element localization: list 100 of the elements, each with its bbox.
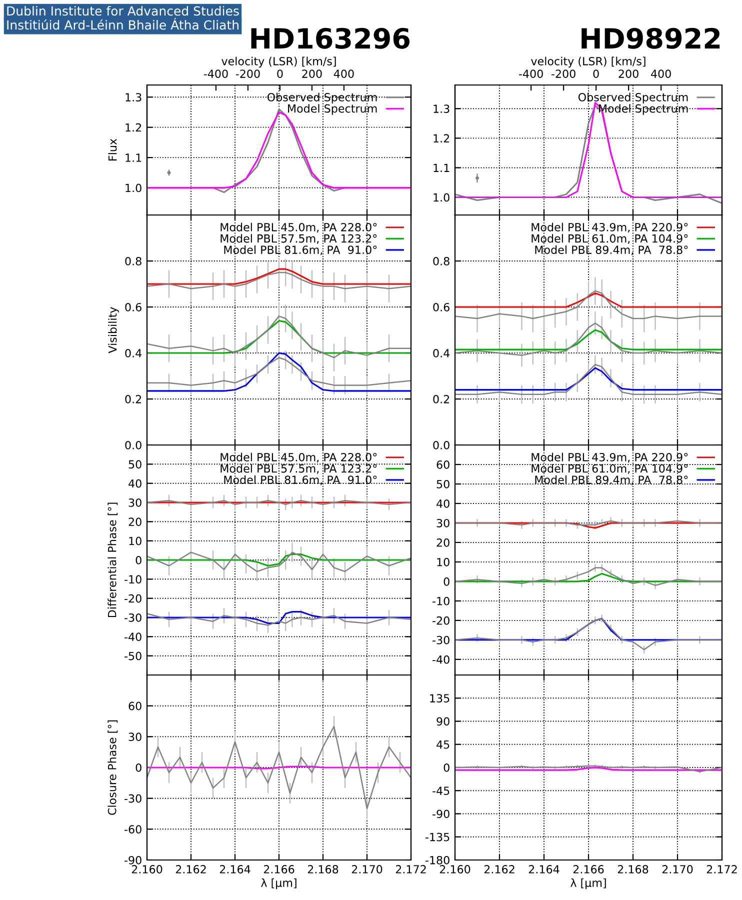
y-tick-label: 20 [128,518,142,526]
x-tick-label: 2.166 [573,865,604,874]
y-tick-label: 50 [128,460,142,469]
y-tick-label: 1.1 [434,164,450,172]
legend-label: Model PBL 43.9m, PA 220.9° [532,222,688,233]
y-tick-label: 50 [436,480,450,488]
x2-axis-title: velocity (LSR) [km/s] [222,56,336,68]
y-tick-label: 1.2 [126,123,142,132]
legend-label: Model PBL 57.5m, PA 123.2° [220,234,377,244]
legend-label: Model PBL 61.0m, PA 104.9° [532,464,688,474]
text: Dublin Institute for Advanced Studies [7,6,239,16]
x2-axis-title: velocity (LSR) [km/s] [531,56,646,68]
x-tick-label: 2.162 [176,865,206,874]
y-axis-title: Differential Phase [°] [108,502,118,618]
y-tick-label: 1.0 [126,184,142,192]
x2-tick-label: 200 [302,70,322,78]
legend-label: Model PBL 89.4m, PA 78.8° [535,475,688,486]
y-tick-label: 90 [436,717,450,726]
y-tick-label: -50 [124,652,142,660]
y-tick-label: -90 [432,810,450,818]
x2-tick-label: -200 [236,70,260,78]
y-axis-title: Flux [108,138,117,160]
y-tick-label: 0.4 [125,348,142,358]
x-tick-label: 2.172 [706,865,737,874]
y-tick-label: 10 [129,536,142,546]
x-axis-title: λ [µm] [570,878,606,890]
y-axis-title: Closure Phase [°] [108,720,118,815]
x2-tick-label: 400 [334,70,354,78]
x-tick-label: 2.162 [484,865,514,874]
legend-label: Observed Spectrum [267,92,377,104]
legend-label: Model PBL 81.6m, PA 91.0° [224,475,377,486]
y-tick-label: 0.4 [433,348,450,358]
x-tick-label: 2.168 [308,865,338,874]
y-tick-label: 1.2 [434,134,450,142]
y-tick-label: -135 [425,832,450,842]
legend-label: Model Spectrum [288,104,377,115]
y-tick-label: 40 [436,499,450,508]
y-tick-label: 0.8 [125,256,142,266]
legend-label: Model PBL 43.9m, PA 220.9° [532,452,688,463]
y-tick-label: 135 [430,694,450,703]
y-tick-label: -40 [432,655,450,664]
y-tick-label: 30 [436,518,450,528]
y-tick-label: 10 [437,558,450,566]
x2-tick-label: 0 [277,70,283,78]
y-tick-label: 60 [128,702,142,710]
y-tick-label: 0.0 [125,440,142,450]
legend-label: Model PBL 45.0m, PA 228.0° [220,452,377,463]
y-tick-label: 0.8 [433,256,450,266]
legend-label: Model PBL 57.5m, PA 123.2° [220,464,377,474]
y-tick-label: 1.0 [434,193,450,202]
legend-label: Model PBL 61.0m, PA 104.9° [532,234,688,244]
y-tick-label: 30 [128,732,142,742]
y-tick-label: 0.6 [125,302,142,312]
y-tick-label: 0 [444,763,450,772]
legend-label: Model PBL 45.0m, PA 228.0° [220,222,377,233]
x-tick-label: 2.160 [440,865,470,874]
x-tick-label: 2.170 [352,865,382,874]
y-tick-label: -180 [425,856,450,864]
y-tick-label: 0 [136,763,142,772]
y-tick-label: -10 [124,575,142,584]
y-tick-label: 1.3 [434,104,450,114]
x-tick-label: 2.166 [264,865,294,874]
y-tick-label: -20 [432,616,450,625]
chart-title: HD163296 [251,28,410,49]
x2-tick-label: 400 [651,70,671,78]
y-tick-label: 0.2 [125,394,142,404]
legend-label: Observed Spectrum [578,92,688,104]
y-tick-label: 45 [436,740,450,749]
legend-label: Model PBL 81.6m, PA 91.0° [224,245,377,256]
y-tick-label: 0.6 [433,302,450,312]
y-tick-label: 60 [436,460,450,469]
y-tick-label: -30 [432,636,450,644]
y-tick-label: 0 [136,556,142,564]
y-tick-label: -10 [432,596,450,606]
x-tick-label: 2.168 [618,865,648,874]
x-tick-label: 2.160 [132,865,162,874]
x-tick-label: 2.164 [220,865,250,874]
x-tick-label: 2.170 [662,865,693,874]
x2-tick-label: -400 [204,70,228,78]
y-tick-label: 1.1 [126,154,142,162]
y-tick-label: -90 [124,856,142,864]
y-tick-label: -30 [124,794,142,803]
y-tick-label: 20 [436,538,450,547]
y-tick-label: -40 [124,632,142,642]
x2-tick-label: 0 [593,70,599,78]
y-tick-label: 40 [128,479,142,488]
y-tick-label: -20 [124,594,142,603]
x2-tick-label: -200 [551,70,576,78]
y-tick-label: 30 [128,498,142,507]
y-tick-label: 0 [444,577,450,586]
x-tick-label: 2.172 [396,865,426,874]
legend-label: Model PBL 89.4m, PA 78.8° [535,245,688,256]
x-tick-label: 2.164 [528,865,560,874]
y-axis-title: Visibility [108,307,119,354]
x2-tick-label: 200 [618,70,638,78]
y-tick-label: 0.0 [433,440,450,450]
y-tick-label: -45 [432,786,450,796]
x2-tick-label: -400 [518,70,543,78]
chart-title: HD98922 [582,28,720,49]
y-tick-label: 0.2 [433,394,450,404]
